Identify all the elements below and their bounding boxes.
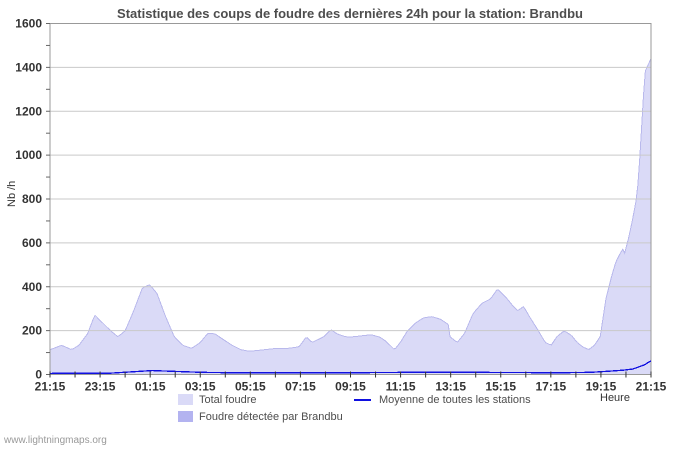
svg-text:1400: 1400 (15, 60, 42, 74)
svg-text:1600: 1600 (15, 17, 42, 31)
svg-text:23:15: 23:15 (85, 380, 116, 394)
svg-text:200: 200 (22, 324, 42, 338)
svg-text:1000: 1000 (15, 148, 42, 162)
svg-text:400: 400 (22, 280, 42, 294)
svg-text:21:15: 21:15 (636, 380, 667, 394)
svg-text:800: 800 (22, 192, 42, 206)
svg-text:600: 600 (22, 236, 42, 250)
svg-text:01:15: 01:15 (135, 380, 166, 394)
svg-text:1200: 1200 (15, 104, 42, 118)
svg-text:21:15: 21:15 (35, 380, 66, 394)
svg-text:17:15: 17:15 (535, 380, 566, 394)
